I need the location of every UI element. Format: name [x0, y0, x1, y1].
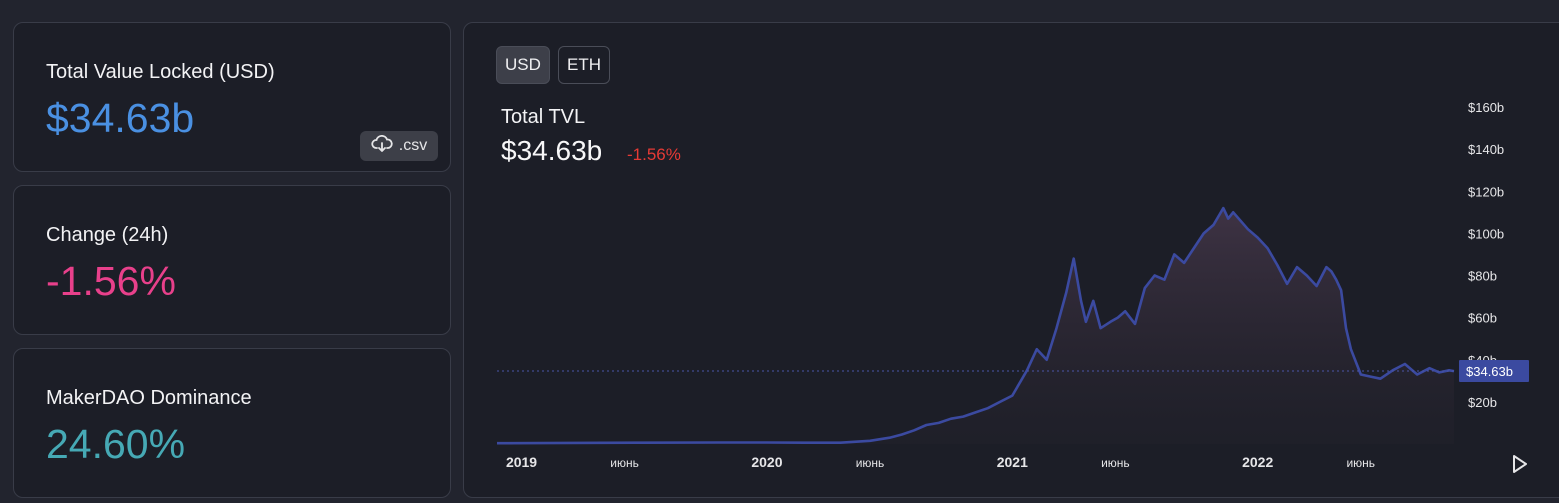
x-tick-label: июнь	[1101, 456, 1130, 470]
current-price-badge	[1459, 360, 1529, 383]
tvl-title: Total Value Locked (USD)	[46, 61, 275, 83]
chart-current-value: $34.63b	[501, 135, 603, 166]
csv-download-button[interactable]: .csv	[360, 131, 438, 161]
x-tick-label: 2020	[751, 454, 782, 470]
tvl-value: $34.63b	[46, 95, 195, 141]
x-tick-label: 2021	[997, 454, 1028, 470]
tvl-card: Total Value Locked (USD) $34.63b .csv	[13, 22, 451, 172]
y-tick-label: $80b	[1468, 269, 1497, 284]
y-tick-label: $140b	[1468, 142, 1504, 157]
dominance-value: 24.60%	[46, 421, 186, 467]
chart-title: Total TVL	[501, 106, 586, 128]
eth-toggle-button[interactable]: ETH	[558, 46, 610, 84]
change-title: Change (24h)	[46, 224, 169, 246]
tvl-area-fill	[497, 208, 1454, 444]
dominance-card: MakerDAO Dominance 24.60%	[13, 348, 451, 498]
y-tick-label: $120b	[1468, 184, 1504, 199]
chart-change-value: -1.56%	[627, 145, 681, 164]
current-price-label: $34.63b	[1466, 364, 1513, 379]
tvl-chart-panel: $20b$40b$60b$80b$100b$120b$140b$160b$34.…	[463, 22, 1559, 498]
change-value: -1.56%	[46, 258, 176, 304]
x-tick-label: 2022	[1242, 454, 1273, 470]
tvl-chart[interactable]: $20b$40b$60b$80b$100b$120b$140b$160b$34.…	[464, 23, 1559, 499]
y-tick-label: $20b	[1468, 395, 1497, 410]
x-tick-label: июнь	[856, 456, 885, 470]
x-tick-label: 2019	[506, 454, 537, 470]
x-tick-label: июнь	[1346, 456, 1375, 470]
tvl-series-line	[496, 206, 1455, 445]
y-tick-label: $60b	[1468, 311, 1497, 326]
x-tick-label: июнь	[610, 456, 639, 470]
y-tick-label: $160b	[1468, 100, 1504, 115]
play-icon[interactable]	[1510, 453, 1530, 480]
usd-toggle-button[interactable]: USD	[496, 46, 550, 84]
dominance-title: MakerDAO Dominance	[46, 387, 252, 409]
change-card: Change (24h) -1.56%	[13, 185, 451, 335]
csv-label: .csv	[398, 137, 428, 154]
y-tick-label: $100b	[1468, 226, 1504, 241]
cloud-download-icon	[371, 134, 393, 158]
